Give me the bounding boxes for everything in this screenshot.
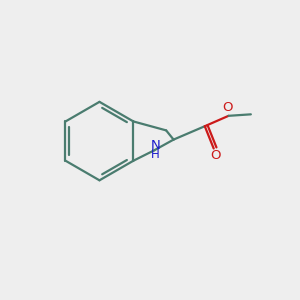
Text: N: N (151, 139, 160, 152)
Text: O: O (211, 149, 221, 162)
Text: O: O (223, 101, 233, 114)
Text: H: H (152, 148, 160, 161)
